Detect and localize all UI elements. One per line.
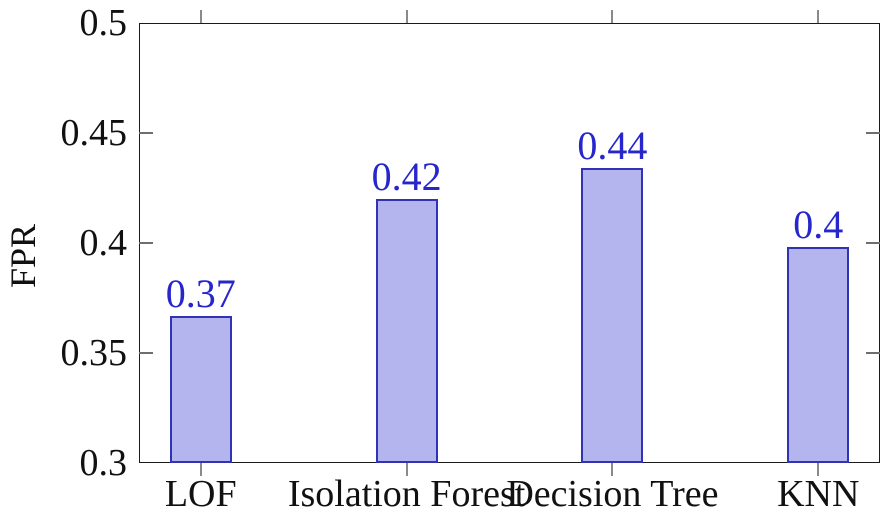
y-tick-label: 0.4 (79, 222, 128, 264)
bar-decision-tree (581, 168, 644, 463)
y-tick-mark-right (866, 242, 880, 244)
bar-lof (169, 315, 232, 463)
x-tick-mark-bottom (817, 463, 820, 476)
bar-isolation-forest (375, 199, 438, 463)
x-category-label-knn: KNN (777, 473, 860, 515)
x-tick-mark-bottom (611, 463, 614, 476)
x-tick-mark-top (817, 10, 820, 23)
y-tick-label: 0.45 (60, 112, 128, 154)
y-tick-label: 0.35 (60, 332, 128, 374)
bar-value-label-knn: 0.4 (793, 202, 844, 248)
x-tick-mark-top (405, 10, 408, 23)
y-tick-label: 0.5 (79, 2, 128, 44)
x-category-label-isolation-forest: Isolation Forest (287, 473, 526, 515)
plot-area (139, 23, 880, 463)
y-tick-mark-left (139, 352, 153, 354)
x-category-label-lof: LOF (164, 473, 237, 515)
x-tick-mark-top (611, 10, 614, 23)
x-category-label-decision-tree: Decision Tree (506, 473, 719, 515)
bar-value-label-decision-tree: 0.44 (577, 123, 648, 169)
y-tick-mark-right (866, 132, 880, 134)
y-tick-label: 0.3 (79, 442, 128, 484)
y-tick-mark-left (139, 242, 153, 244)
x-tick-mark-bottom (199, 463, 202, 476)
bar-knn (787, 247, 850, 463)
bar-value-label-isolation-forest: 0.42 (371, 154, 442, 199)
y-tick-mark-right (866, 352, 880, 354)
y-tick-mark-left (139, 132, 153, 134)
bar-value-label-lof: 0.37 (165, 270, 236, 316)
x-tick-mark-top (199, 10, 202, 23)
x-tick-mark-bottom (405, 463, 408, 476)
